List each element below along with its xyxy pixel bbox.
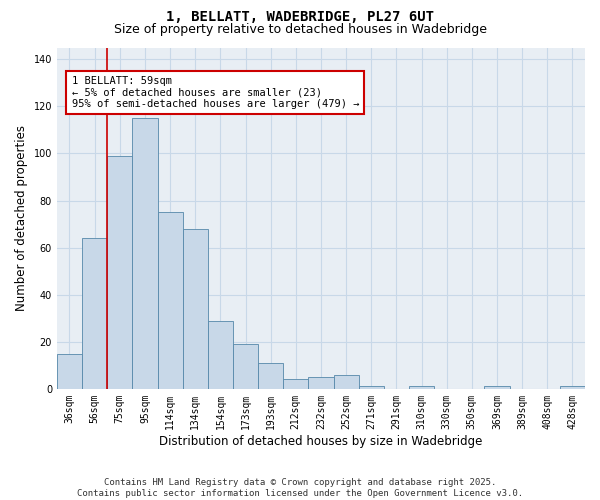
Bar xyxy=(158,212,182,389)
Text: Size of property relative to detached houses in Wadebridge: Size of property relative to detached ho… xyxy=(113,22,487,36)
Bar xyxy=(560,386,585,389)
Bar xyxy=(107,156,133,389)
Bar xyxy=(182,229,208,389)
Bar xyxy=(258,363,283,389)
Bar xyxy=(334,374,359,389)
Bar xyxy=(82,238,107,389)
Bar xyxy=(484,386,509,389)
Text: 1, BELLATT, WADEBRIDGE, PL27 6UT: 1, BELLATT, WADEBRIDGE, PL27 6UT xyxy=(166,10,434,24)
Bar xyxy=(208,320,233,389)
Bar xyxy=(57,354,82,389)
Y-axis label: Number of detached properties: Number of detached properties xyxy=(15,125,28,311)
Bar xyxy=(308,377,334,389)
Bar xyxy=(133,118,158,389)
Bar xyxy=(283,380,308,389)
Bar xyxy=(359,386,384,389)
Bar xyxy=(409,386,434,389)
X-axis label: Distribution of detached houses by size in Wadebridge: Distribution of detached houses by size … xyxy=(159,434,482,448)
Text: Contains HM Land Registry data © Crown copyright and database right 2025.
Contai: Contains HM Land Registry data © Crown c… xyxy=(77,478,523,498)
Text: 1 BELLATT: 59sqm
← 5% of detached houses are smaller (23)
95% of semi-detached h: 1 BELLATT: 59sqm ← 5% of detached houses… xyxy=(71,76,359,109)
Bar xyxy=(233,344,258,389)
